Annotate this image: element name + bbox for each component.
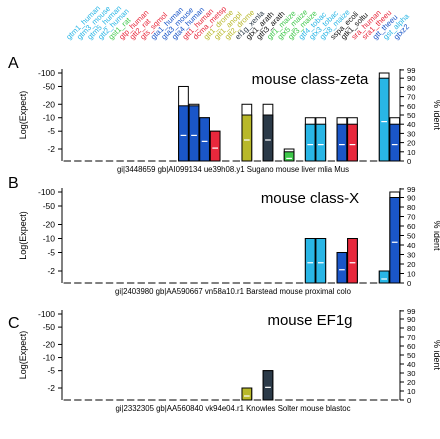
y-tick-label-left: -5 [47, 247, 55, 257]
panel-letter: B [8, 175, 19, 192]
y-tick-label-left: -20 [43, 220, 56, 230]
bar-fill [378, 77, 390, 162]
bar-fill [188, 105, 200, 162]
bar-fill [378, 270, 390, 284]
y-tick-label-right: 20 [407, 139, 415, 148]
bar-fill [199, 117, 210, 162]
y-tick-label-right: 20 [407, 260, 415, 269]
panel-letter: C [8, 315, 20, 332]
bar-fill [262, 370, 274, 401]
bar-fill [315, 123, 327, 162]
y-tick-label-right: 80 [407, 83, 415, 92]
y-tick-label-left: -5 [47, 126, 55, 136]
y-tick-label-left: -10 [43, 353, 56, 363]
bar-fill [262, 114, 274, 162]
y-tick-label-left: -5 [47, 366, 55, 376]
bar-fill [209, 130, 221, 162]
panel-title: mouse class-X [261, 190, 359, 207]
bar-fill [336, 251, 348, 284]
bar-fill [304, 123, 316, 162]
y-tick-label-left: -100 [38, 309, 55, 319]
y-tick-label-right: 90 [407, 74, 415, 83]
y-tick-label-right: 40 [407, 241, 415, 250]
y-tick-label-right: 30 [407, 251, 415, 260]
y-tick-label-left: -50 [43, 201, 56, 211]
bar-fill [347, 123, 358, 162]
y-axis-label-left: Log(Expect) [18, 331, 28, 380]
y-tick-label-left: -100 [38, 68, 55, 78]
y-tick-label-left: -20 [43, 339, 56, 349]
y-tick-label-right: 60 [407, 342, 415, 351]
query-label: gi|3448659 gb|AI099134 ue39h08.y1 Sugano… [117, 165, 349, 174]
y-tick-label-right: 30 [407, 369, 415, 378]
y-tick-label-right: 0 [407, 279, 411, 288]
bar-fill [389, 197, 401, 284]
y-tick-label-right: 10 [407, 148, 415, 157]
y-tick-label-left: -20 [43, 99, 56, 109]
y-tick-label-left: -2 [47, 144, 55, 154]
y-tick-label-right: 60 [407, 102, 415, 111]
y-tick-label-right: 30 [407, 129, 415, 138]
y-tick-label-right: 60 [407, 222, 415, 231]
y-axis-label-left: Log(Expect) [18, 91, 28, 140]
bar-fill [178, 105, 189, 162]
y-axis-label-right: % ident [432, 220, 440, 251]
bar-fill [283, 151, 295, 162]
y-tick-label-right: 99 [407, 307, 415, 316]
bar-fill [336, 123, 348, 162]
y-tick-label-left: -2 [47, 266, 55, 276]
panel-letter: A [8, 55, 19, 72]
y-tick-label-right: 40 [407, 120, 415, 129]
y-tick-label-right: 10 [407, 387, 415, 396]
query-label: gi|2332305 gb|AA560840 vk94e04.r1 Knowle… [115, 404, 350, 413]
y-tick-label-right: 70 [407, 93, 415, 102]
y-tick-label-right: 70 [407, 213, 415, 222]
y-tick-label-right: 20 [407, 378, 415, 387]
bar-fill [241, 387, 253, 401]
y-tick-label-right: 50 [407, 232, 415, 241]
bar-fill [347, 237, 358, 284]
y-tick-label-left: -2 [47, 383, 55, 393]
y-tick-label-right: 80 [407, 203, 415, 212]
y-axis-label-left: Log(Expect) [18, 211, 28, 260]
y-tick-label-left: -10 [43, 233, 56, 243]
y-tick-label-left: -10 [43, 113, 56, 123]
panel-title: mouse class-zeta [252, 71, 369, 88]
y-tick-label-left: -100 [38, 187, 55, 197]
y-tick-label-right: 0 [407, 157, 411, 166]
y-axis-label-right: % ident [432, 340, 440, 371]
bar-fill [315, 237, 327, 284]
y-tick-label-right: 10 [407, 270, 415, 279]
y-tick-label-right: 0 [407, 396, 411, 405]
y-tick-label-right: 80 [407, 324, 415, 333]
y-tick-label-right: 99 [407, 185, 415, 194]
bar-fill [241, 114, 253, 162]
y-axis-label-right: % ident [432, 100, 440, 131]
y-tick-label-left: -50 [43, 81, 56, 91]
query-label: gi|2403980 gb|AA590667 vn58a10.r1 Barste… [115, 287, 352, 296]
y-tick-label-right: 90 [407, 194, 415, 203]
y-tick-label-right: 70 [407, 333, 415, 342]
y-tick-label-right: 99 [407, 66, 415, 75]
y-tick-label-right: 50 [407, 351, 415, 360]
y-tick-label-right: 50 [407, 111, 415, 120]
y-tick-label-right: 40 [407, 360, 415, 369]
bar-fill [389, 123, 401, 162]
bar-fill [304, 237, 316, 284]
y-tick-label-right: 90 [407, 315, 415, 324]
y-tick-label-left: -50 [43, 322, 56, 332]
panel-title: mouse EF1g [267, 312, 352, 329]
